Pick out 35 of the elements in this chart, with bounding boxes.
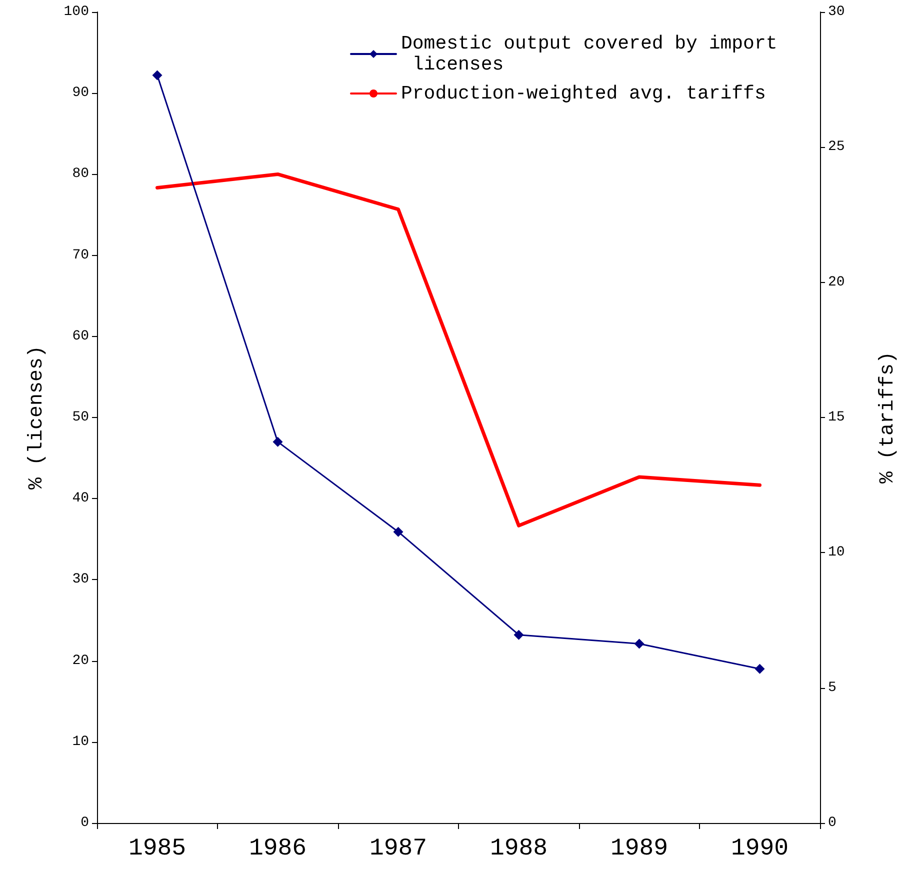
x-tick-label: 1988: [490, 836, 548, 862]
y-tick-label: 70: [72, 247, 89, 264]
y-tick-label: 0: [80, 815, 89, 831]
y2-axis-title: % (tariffs): [876, 351, 900, 484]
point: [272, 436, 283, 447]
y2-tick-label: 15: [828, 410, 845, 426]
x-tick-label: 1985: [128, 836, 186, 862]
y2-tick-label: 0: [828, 815, 836, 831]
y2-tick-label: 10: [828, 544, 845, 561]
y-tick-label: 20: [72, 652, 89, 669]
y-tick-label: 80: [72, 166, 89, 182]
y-tick-label: 50: [72, 410, 89, 426]
y-tick-label: 60: [72, 328, 89, 344]
x-tick-label: 1987: [369, 836, 428, 862]
x-tick-label: 1989: [610, 836, 668, 862]
y2-tick-label: 5: [828, 680, 836, 696]
y2-tick-label: 25: [828, 139, 845, 156]
point: [514, 630, 524, 640]
y-axis-title: % (licenses): [26, 345, 48, 490]
y-tick-label: 30: [72, 572, 89, 588]
point: [754, 664, 765, 674]
x-tick-label: 1986: [248, 836, 307, 862]
y2-tick-label: 30: [828, 4, 845, 20]
y-tick-label: 90: [72, 85, 89, 102]
point: [152, 70, 162, 80]
legend-label: Domestic output covered by import licenses: [401, 32, 778, 76]
y-tick-label: 10: [72, 734, 89, 750]
point: [634, 638, 644, 649]
legend-label: Production-weighted avg. tariffs: [401, 82, 766, 104]
point: [393, 526, 404, 537]
line-series: [156, 172, 762, 528]
x-tick-label: 1990: [730, 836, 789, 862]
y-tick-label: 40: [72, 490, 89, 507]
y2-tick-label: 20: [828, 274, 845, 290]
y-tick-label: 100: [64, 4, 89, 20]
